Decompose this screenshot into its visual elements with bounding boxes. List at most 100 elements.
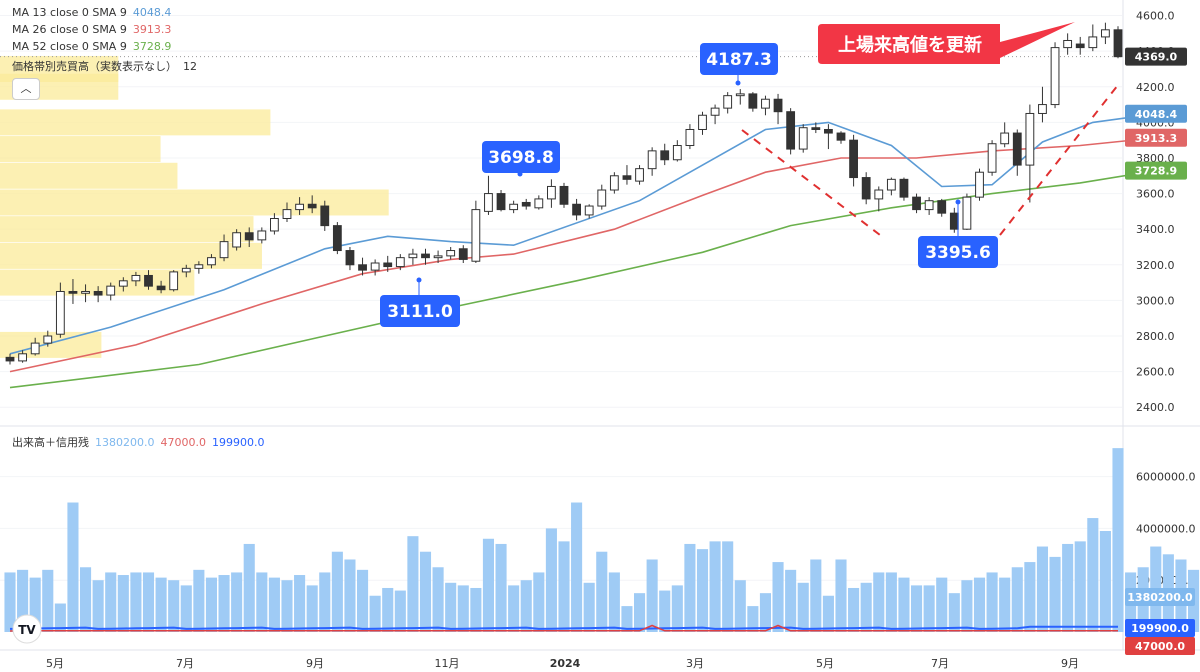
price-tick-label: 2600.0 (1136, 366, 1175, 379)
margin-buy-line (9, 625, 1118, 630)
legend-ma26-value: 3913.3 (132, 23, 172, 36)
candle-body (18, 353, 27, 362)
callout-low-3395-dot (955, 199, 961, 205)
volume-bar (583, 582, 595, 632)
volume-bar (4, 572, 16, 632)
volume-profile-bar (0, 216, 254, 243)
volume-bar (256, 572, 268, 632)
volume-bar (193, 569, 205, 632)
volume-bar (835, 559, 847, 632)
legend-volume-profile: 価格帯別売買高（実数表示なし） 12 (12, 58, 203, 74)
candle-body (861, 177, 871, 200)
volume-bar (17, 569, 29, 632)
volume-bar (785, 569, 797, 632)
banner-text: 上場来高値を更新 (838, 34, 982, 56)
candle-body (219, 241, 229, 259)
legend-ma13-value: 4048.4 (132, 6, 172, 19)
legend-ma26: MA 26 close 0 SMA 9 3913.3 (12, 23, 177, 36)
callout-high-3698-box (482, 141, 560, 173)
candle-body (761, 98, 770, 109)
volume-bar (646, 559, 658, 632)
candle-body (609, 175, 619, 191)
candle-body (5, 356, 15, 362)
legend-vol-v1: 1380200.0 (95, 436, 155, 449)
candle-body (723, 95, 733, 109)
candle-body (534, 198, 544, 209)
time-tick-label: 5月 (46, 657, 64, 670)
badge-volume-label: 1380200.0 (1127, 591, 1193, 604)
tradingview-logo-icon: TV (18, 623, 36, 637)
legend-ma52-label: MA 52 close 0 SMA 9 (12, 40, 127, 53)
candle-body (345, 250, 355, 266)
volume-bar (67, 502, 79, 632)
volume-bar (1062, 543, 1074, 632)
volume-profile-bar (0, 242, 262, 269)
volume-bar (923, 585, 935, 632)
candle-body (131, 274, 141, 282)
price-tick-label: 3400.0 (1136, 223, 1175, 236)
candle-body (572, 203, 581, 216)
time-tick-label: 7月 (176, 657, 194, 670)
trend-line (999, 84, 1119, 236)
badge-ma13-label: 4048.4 (1135, 108, 1178, 121)
candle-body (484, 193, 493, 212)
time-tick-label: 3月 (686, 657, 704, 670)
callout-low-3395-box (918, 236, 998, 268)
badge-margin-sell-box (1125, 637, 1195, 655)
volume-bar (634, 593, 646, 632)
volume-bar (369, 595, 381, 632)
candle-body (307, 203, 317, 209)
candle-body (257, 230, 267, 241)
legend-vp-label: 価格帯別売買高（実数表示なし） (12, 60, 177, 73)
badge-last-price-box (1125, 47, 1187, 66)
volume-bar (621, 606, 633, 632)
candle-body (232, 232, 242, 248)
candle-body (471, 209, 481, 262)
volume-bar (168, 580, 180, 632)
volume-bar (1011, 567, 1023, 632)
candle-body (685, 128, 695, 147)
callout-high-4187-label: 4187.3 (706, 50, 772, 70)
callout-high-4187-dot (735, 80, 741, 86)
volume-bar (898, 577, 910, 632)
collapse-legend-button[interactable]: ︿ (12, 78, 40, 100)
candle-body (282, 209, 292, 219)
volume-bar (205, 577, 217, 632)
volume-bar (382, 587, 394, 632)
tradingview-logo (12, 614, 42, 644)
volume-bar (734, 580, 746, 632)
volume-bar (759, 593, 771, 632)
volume-bar (1087, 518, 1099, 632)
volume-bar (80, 567, 92, 632)
candle-body (824, 128, 833, 134)
candle-body (1012, 132, 1022, 166)
price-tick-label: 4200.0 (1136, 81, 1175, 94)
volume-profile-bar (0, 136, 161, 163)
candle-body (421, 253, 430, 259)
volume-bar (331, 551, 343, 632)
candle-body (1025, 112, 1035, 166)
legend-vol-v2: 47000.0 (160, 436, 207, 449)
badge-last-price-label: 4369.0 (1135, 51, 1178, 64)
candle-body (383, 262, 393, 268)
candle-body (194, 264, 204, 269)
candle-body (55, 290, 65, 335)
volume-bar (1099, 531, 1111, 632)
badge-margin-buy-box (1125, 619, 1195, 637)
margin-sell-line (9, 624, 1118, 632)
volume-bar (142, 572, 155, 632)
volume-bar (596, 551, 608, 632)
time-tick-label: 11月 (435, 657, 460, 670)
candle-body (408, 253, 418, 259)
volume-bar (155, 577, 167, 632)
callout-low-3111-box (380, 295, 460, 327)
candle-body (836, 132, 846, 141)
price-tick-label: 3600.0 (1136, 188, 1175, 201)
callout-high-3698-label: 3698.8 (488, 148, 554, 168)
candle-body (43, 335, 53, 344)
volume-bar (42, 569, 54, 632)
volume-bar (268, 577, 280, 632)
time-tick-label: 5月 (816, 657, 834, 670)
candle-body (849, 139, 858, 179)
